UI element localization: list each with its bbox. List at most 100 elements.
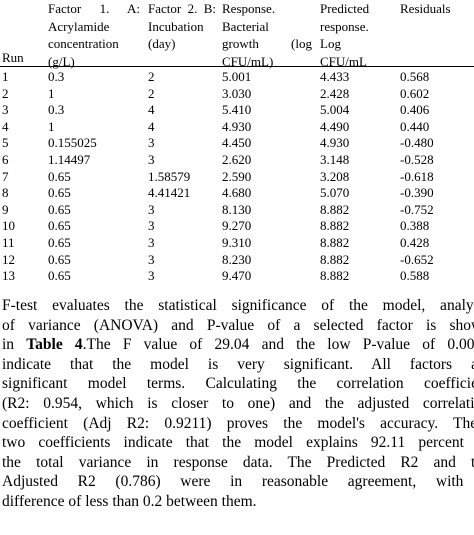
table-cell: 1 (2, 69, 9, 84)
table-cell: 4.680 (222, 185, 252, 201)
paragraph: F-test evaluates the statistical signifi… (2, 296, 474, 512)
table-cell: 0.65 (48, 218, 71, 234)
paragraph-line: F-test evaluates the statistical signifi… (2, 297, 474, 314)
table-cell: 9 (2, 201, 9, 217)
table-cell: 0.602 (400, 85, 430, 101)
table-cell: 0.428 (400, 235, 430, 250)
table-cell: 0.406 (400, 102, 430, 118)
header-line: (g/L) (48, 53, 75, 69)
header-line: Acrylamide (48, 18, 110, 34)
paragraph-line: indicate that the model is very signific… (2, 355, 474, 373)
table-cell: 8.882 (320, 235, 350, 250)
table-cell: 3 (148, 268, 155, 284)
table-cell: 10 (2, 218, 15, 234)
table-cell: 3 (148, 218, 155, 234)
paragraph-line: (R2: 0.954, which is closer to one) and … (2, 394, 474, 412)
header-rule (0, 66, 474, 67)
header-cell: Factor 1. A: Acrylamide concentration (g/L) (48, 0, 140, 70)
paragraph-line: Adjusted R2 (0.786) were in reasonable a… (2, 473, 474, 491)
table-cell: 9.310 (222, 235, 252, 250)
table-cell: -0.618 (400, 168, 434, 184)
header-cell: Run (2, 49, 42, 67)
header-line: Run (2, 50, 24, 65)
table-cell: -0.480 (400, 135, 434, 151)
header-line: Predicted (320, 1, 370, 16)
table-cell: 3 (148, 235, 155, 250)
table-cell: 4.433 (320, 69, 350, 84)
table-cell: 3 (148, 135, 155, 151)
table-cell: 4 (148, 118, 155, 134)
header-line: response. Log (320, 18, 369, 52)
table-cell: 8 (2, 185, 9, 201)
table-cell: 0.65 (48, 168, 71, 184)
table-cell: 5.001 (222, 69, 252, 84)
header-cell: Factor 2. B: Incubation (day) (148, 0, 216, 53)
paragraph-line: coefficient (Adj R2: 0.9211) proves the … (2, 414, 474, 432)
table-cell: 1 (48, 118, 55, 134)
table-cell: 0.388 (400, 218, 430, 234)
paragraph-line: significant model terms. Calculating the… (2, 375, 474, 393)
table-cell: 0.65 (48, 235, 71, 250)
header-line: (day) (148, 36, 176, 51)
table-cell: 11 (2, 235, 15, 250)
table-cell: -0.528 (400, 152, 434, 167)
table-cell: 4.490 (320, 118, 350, 134)
paragraph-line: two coefficients indicate that the model… (2, 434, 474, 452)
table-cell: 4.930 (320, 135, 350, 151)
table-cell: 0.65 (48, 201, 71, 217)
table-cell: 2 (148, 69, 155, 84)
table-cell: 4 (2, 118, 9, 134)
table-cell: 3 (148, 201, 155, 217)
table-cell: 1.14497 (48, 152, 91, 167)
header-line: Incubation (148, 18, 204, 34)
table-cell: 2.620 (222, 152, 252, 167)
table-cell: 9.270 (222, 218, 252, 234)
table-cell: 3 (2, 102, 9, 118)
table-cell: 0.65 (48, 185, 71, 201)
table-cell: 0.3 (48, 102, 65, 118)
table-cell: 2.428 (320, 85, 350, 101)
paragraph-line: in Table 4.The F value of 29.04 and the … (2, 335, 474, 355)
table-cell: 2 (148, 85, 155, 101)
table-cell: 0.588 (400, 268, 430, 284)
header-line: Response. (222, 1, 276, 16)
table-cell: 0.568 (400, 69, 430, 84)
header-line: concentration (48, 36, 119, 51)
table-cell: 4.41421 (148, 185, 191, 201)
header-line: CFU/mL (320, 53, 367, 69)
header-line: growth (log (222, 36, 312, 51)
table-cell: 8.882 (320, 251, 350, 267)
header-cell: Residuals (400, 0, 470, 18)
text-run: in (2, 336, 27, 354)
header-line: Residuals (400, 1, 451, 16)
table-cell: 7 (2, 168, 9, 184)
paragraph-line: difference of less than 0.2 between them… (2, 492, 257, 510)
table-cell: 8.230 (222, 251, 252, 267)
paragraph-line: of variance (ANOVA) and P-value of a sel… (2, 316, 474, 334)
table-cell: 8.882 (320, 218, 350, 234)
table-cell: 3.148 (320, 152, 350, 167)
table-cell: 3 (148, 152, 155, 167)
table-cell: 3.208 (320, 168, 350, 184)
table-cell: 5.004 (320, 102, 350, 118)
table-cell: 1 (48, 85, 55, 101)
table-cell: 0.155025 (48, 135, 97, 151)
header-cell: Predicted response. Log CFU/mL (320, 0, 390, 70)
header-line: Factor 1. A: (48, 1, 140, 16)
header-cell: Response. Bacterial growth (log CFU/mL) (222, 0, 312, 70)
table-cell: 5.410 (222, 102, 252, 118)
table-cell: 4.930 (222, 118, 252, 134)
table-cell: 2.590 (222, 168, 252, 184)
table-cell: 13 (2, 268, 15, 284)
table-cell: 3.030 (222, 85, 252, 101)
header-line: Bacterial (222, 18, 269, 34)
table-cell: 0.65 (48, 251, 71, 267)
table-cell: 4 (148, 102, 155, 118)
table-reference: Table 4 (26, 336, 83, 354)
table-cell: 0.3 (48, 69, 65, 84)
table-cell: 6 (2, 152, 9, 167)
table-cell: 8.130 (222, 201, 252, 217)
table-cell: 1.58579 (148, 168, 191, 184)
header-line: CFU/mL) (222, 53, 274, 69)
